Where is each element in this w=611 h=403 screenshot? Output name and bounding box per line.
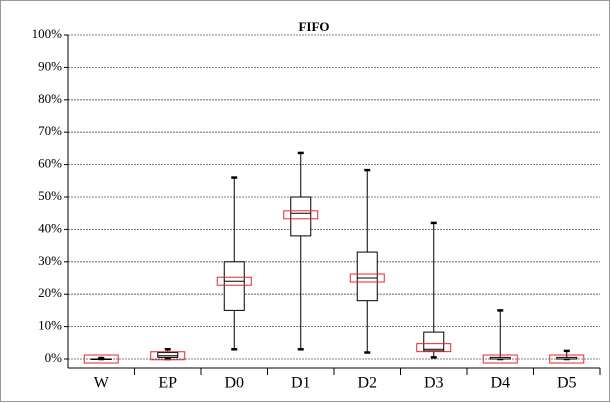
y-tick-label: 90% bbox=[38, 58, 62, 73]
y-tick-label: 70% bbox=[38, 123, 62, 138]
y-tick-label: 30% bbox=[38, 253, 62, 268]
x-tick-label: D3 bbox=[424, 375, 444, 392]
mean-marker bbox=[283, 210, 319, 220]
x-tick-label: D4 bbox=[490, 375, 510, 392]
x-tick-label: EP bbox=[158, 375, 177, 392]
box bbox=[290, 196, 312, 237]
mean-marker bbox=[83, 354, 119, 364]
y-tick-label: 50% bbox=[38, 188, 62, 203]
mean-marker bbox=[549, 354, 585, 364]
x-tick-label: D2 bbox=[357, 375, 377, 392]
y-tick-label: 60% bbox=[38, 156, 62, 171]
y-tick-label: 40% bbox=[38, 220, 62, 235]
y-tick-label: 0% bbox=[45, 350, 63, 365]
x-tick-label: D0 bbox=[224, 375, 244, 392]
y-tick-label: 10% bbox=[38, 318, 62, 333]
mean-marker bbox=[349, 273, 385, 283]
box bbox=[157, 352, 179, 358]
box bbox=[356, 251, 378, 302]
box bbox=[423, 331, 445, 352]
x-tick-label: W bbox=[94, 375, 110, 392]
chart-title: FIFO bbox=[298, 19, 329, 34]
y-tick-label: 100% bbox=[32, 26, 63, 41]
y-tick-label: 80% bbox=[38, 91, 62, 106]
x-tick-label: D5 bbox=[557, 375, 577, 392]
box bbox=[223, 261, 245, 311]
mean-marker bbox=[150, 351, 186, 361]
y-tick-label: 20% bbox=[38, 285, 62, 300]
mean-marker bbox=[416, 343, 452, 353]
mean-marker bbox=[216, 276, 252, 286]
mean-marker bbox=[482, 354, 518, 364]
x-tick-label: D1 bbox=[291, 375, 311, 392]
